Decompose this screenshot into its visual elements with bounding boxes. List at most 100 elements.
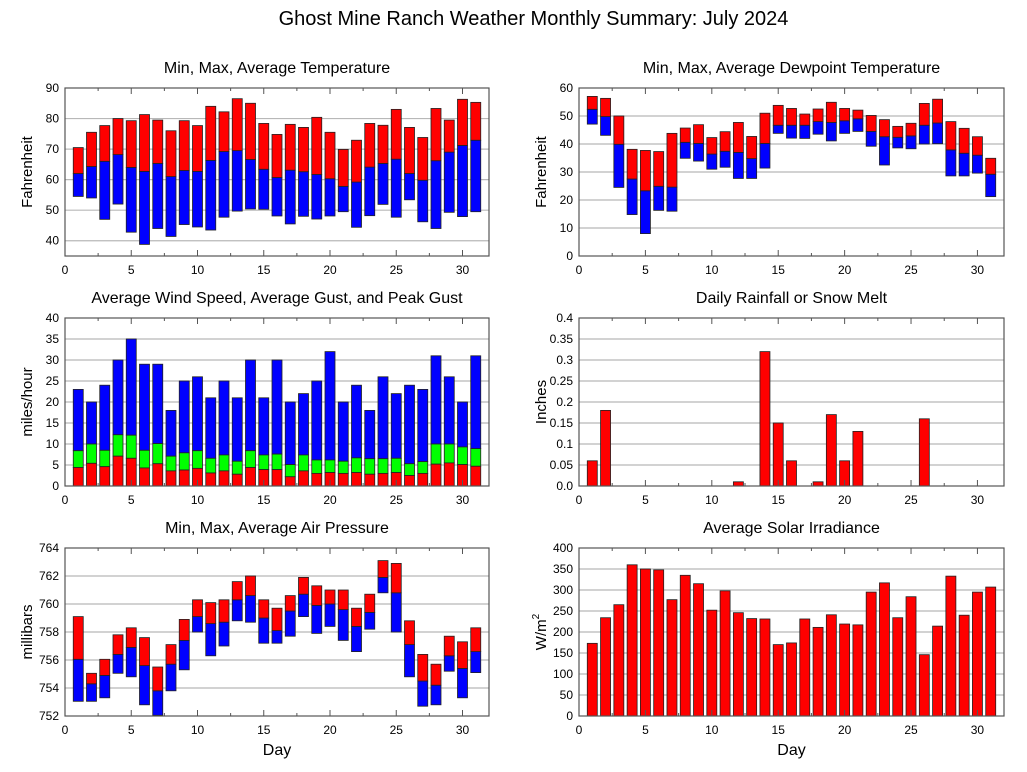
bar-avg-gust <box>258 454 270 471</box>
bar-avg-max <box>905 122 917 137</box>
bar-avg-max <box>600 97 611 117</box>
bar-avg-max <box>825 101 837 123</box>
y-tick-label: 0 <box>566 249 573 263</box>
bar-min-avg <box>457 668 468 699</box>
bar-min-avg <box>165 176 177 237</box>
bar-rainfall <box>786 460 797 487</box>
bar-avg-wind <box>470 465 482 487</box>
y-tick-label: 35 <box>46 332 60 346</box>
ylabel-text: W/m <box>533 619 550 650</box>
bar-peak-gust <box>443 376 455 445</box>
bar-avg-gust <box>218 454 230 472</box>
bar-peak-gust <box>337 401 349 462</box>
y-tick-label: 60 <box>46 173 60 187</box>
bar-min-avg <box>457 145 468 217</box>
plot-frame <box>64 317 490 487</box>
bar-avg-max <box>417 137 429 181</box>
bar-avg-max <box>746 136 758 159</box>
bar-avg-max <box>390 563 402 594</box>
bar-peak-gust <box>390 393 402 459</box>
bar-avg-max <box>640 150 651 192</box>
bar-min-avg <box>653 185 665 211</box>
bar-min-avg <box>284 610 296 637</box>
main-title: Ghost Mine Ranch Weather Monthly Summary… <box>278 8 789 30</box>
x-tick-label: 10 <box>191 263 205 277</box>
bar-avg-max <box>377 124 389 164</box>
bar-min-avg <box>178 170 190 225</box>
bar-peak-gust <box>351 384 362 459</box>
bar-min-avg <box>918 124 930 145</box>
bar-avg-max <box>324 589 336 605</box>
x-tick-label: 5 <box>128 263 135 277</box>
bar-avg-max <box>390 108 402 160</box>
bar-avg-max <box>258 123 270 170</box>
bar-avg-max <box>666 132 678 188</box>
bar-avg-max <box>865 115 877 132</box>
x-tick-label: 15 <box>257 263 271 277</box>
bar-avg-max <box>218 111 230 152</box>
bar-avg-max <box>152 666 164 692</box>
x-tick-label: 25 <box>904 263 918 277</box>
bar-avg-gust <box>152 443 164 465</box>
bar-min-avg <box>337 609 349 641</box>
bar-avg-max <box>613 115 625 145</box>
bar-avg-max <box>72 147 84 174</box>
bar-avg-wind <box>231 473 243 487</box>
bar-min-avg <box>139 665 150 706</box>
bar-avg-max <box>972 136 983 156</box>
bar-avg-max <box>772 104 784 126</box>
y-tick-label: 762 <box>39 569 59 583</box>
bar-solar <box>772 644 784 717</box>
bar-min-avg <box>245 595 256 623</box>
y-tick-label: 50 <box>46 203 60 217</box>
bar-avg-max <box>245 102 256 160</box>
bar-avg-max <box>86 672 97 685</box>
pressure-chart: Min, Max, Average Air Pressure 0 5 10 15 20 25… <box>19 520 490 759</box>
bar-peak-gust <box>417 388 429 463</box>
bar-min-avg <box>271 630 283 644</box>
bar-min-avg <box>192 616 203 633</box>
bar-solar <box>918 654 930 717</box>
x-tick-label: 15 <box>257 493 271 507</box>
plot-frame <box>64 547 490 717</box>
bar-peak-gust <box>99 384 111 451</box>
bar-avg-max <box>311 585 323 606</box>
bar-avg-wind <box>271 469 283 487</box>
bar-avg-max <box>205 602 217 624</box>
bar-avg-max <box>284 123 296 171</box>
bar-avg-gust <box>231 460 243 475</box>
x-tick-label: 25 <box>390 493 404 507</box>
x-tick-label: 5 <box>642 263 649 277</box>
bar-avg-max <box>417 654 429 682</box>
bar-min-avg <box>972 154 983 174</box>
bar-min-avg <box>626 178 638 215</box>
bar-min-avg <box>72 658 84 702</box>
bar-min-avg <box>932 122 943 145</box>
temperature-ylabel: Fahrenheit <box>19 135 36 208</box>
bar-min-avg <box>443 655 455 672</box>
bar-min-avg <box>905 135 917 150</box>
bar-solar <box>706 609 718 717</box>
y-tick-label: 40 <box>46 311 60 325</box>
bar-min-avg <box>404 173 415 201</box>
bar-peak-gust <box>139 363 150 451</box>
x-tick-label: 5 <box>128 723 135 737</box>
bar-min-avg <box>125 167 137 233</box>
bar-solar <box>932 625 943 717</box>
bar-avg-max <box>364 123 376 168</box>
bar-avg-max <box>125 120 137 168</box>
bar-rainfall <box>759 351 771 487</box>
wind-ylabel: miles/hour <box>19 367 36 436</box>
y-tick-label: 0.4 <box>556 311 573 325</box>
bar-avg-max <box>112 118 124 155</box>
bar-avg-max <box>443 119 455 153</box>
bar-min-avg <box>218 151 230 218</box>
bar-rainfall <box>812 481 824 487</box>
bar-avg-max <box>719 131 731 152</box>
bar-avg-wind <box>311 472 323 487</box>
y-tick-label: 760 <box>39 597 59 611</box>
bar-avg-max <box>679 127 691 143</box>
bar-avg-gust <box>192 450 203 469</box>
bar-avg-gust <box>470 448 482 467</box>
x-tick-label: 10 <box>705 493 719 507</box>
